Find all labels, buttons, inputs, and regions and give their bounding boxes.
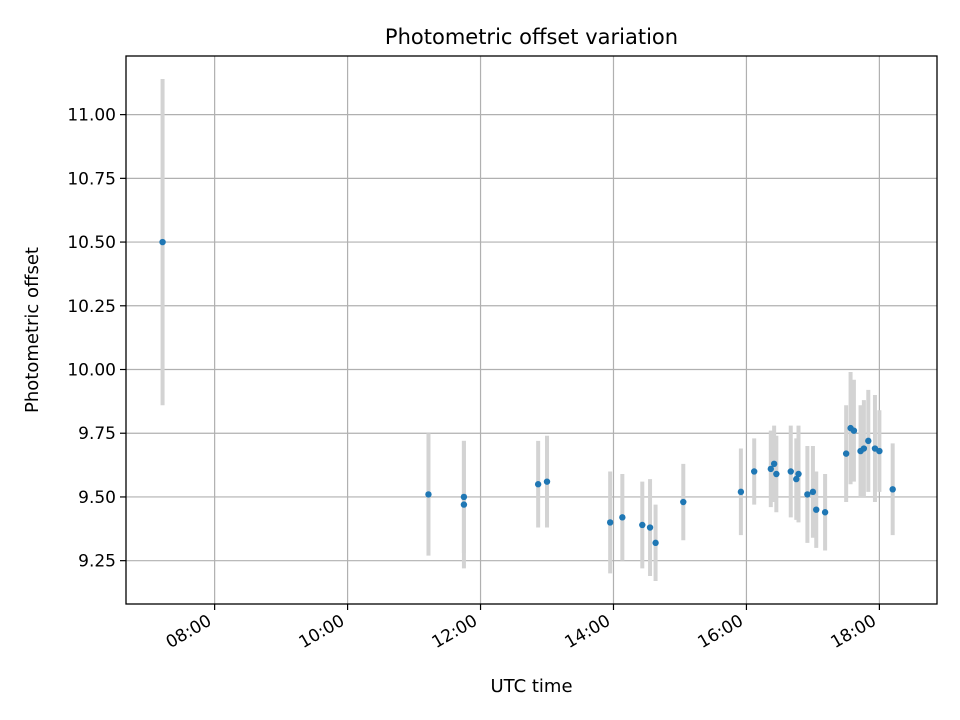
data-point [795,470,802,478]
y-tick-label: 10.00 [67,361,116,381]
data-point [534,481,542,488]
y-tick-label: 9.25 [78,552,116,572]
data-point [737,488,745,496]
data-point [793,475,800,483]
data-point [767,465,775,473]
y-tick-label: 9.75 [78,424,116,444]
data-point [889,486,896,493]
data-point [787,468,794,475]
data-point [619,514,626,521]
data-point [606,519,614,526]
data-point [813,506,820,513]
y-axis: 9.25 9.50 9.75 10.00 10.25 10.50 10.75 11.00 [67,106,126,572]
data-point [543,478,551,485]
y-tick-label: 10.75 [67,169,116,189]
data-point [425,491,432,498]
data-point [860,445,868,452]
data-point [646,524,654,531]
data-point [639,521,646,529]
data-points [159,238,896,547]
data-point [652,539,659,547]
data-point [773,470,780,478]
grid [126,56,937,604]
y-tick-label: 10.50 [67,233,116,253]
data-point [850,427,858,434]
data-point [821,509,829,516]
chart-title: Photometric offset variation [385,25,678,49]
data-point [809,488,817,496]
data-point [804,491,811,498]
y-tick-label: 10.25 [67,297,116,317]
data-point [680,498,687,506]
y-tick-label: 9.50 [78,488,116,508]
data-point [159,238,166,246]
data-point [876,447,883,455]
y-axis-label: Photometric offset [22,247,43,413]
data-point [460,501,468,508]
x-axis-label: UTC time [490,676,572,697]
data-point [750,468,758,475]
data-point [865,437,872,445]
data-point [842,450,850,457]
plot-frame [125,55,938,605]
y-tick-label: 11.00 [67,106,116,126]
data-point [770,460,778,468]
data-point [460,493,468,501]
